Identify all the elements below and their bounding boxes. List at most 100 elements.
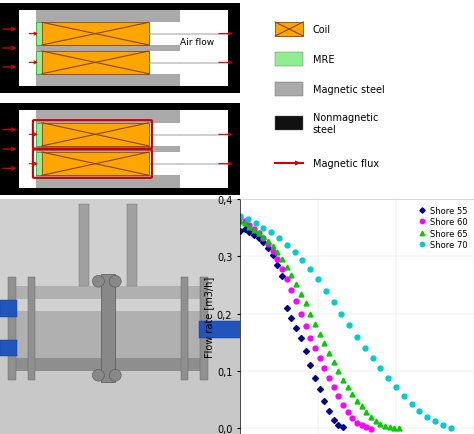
Bar — [36, 123, 180, 147]
Shore 65 — [373, 418, 379, 424]
Shore 60 — [331, 385, 337, 390]
Shore 55 — [279, 274, 285, 279]
Line: Shore 65: Shore 65 — [237, 219, 401, 430]
Shore 70 — [448, 425, 454, 431]
Shore 60 — [368, 426, 374, 431]
Shore 55 — [246, 230, 252, 235]
Shore 70 — [393, 385, 399, 390]
Shore 65 — [298, 291, 304, 296]
Shore 70 — [417, 408, 422, 414]
Shore 65 — [274, 250, 280, 255]
Shore 70 — [346, 323, 352, 328]
Shore 55 — [274, 263, 280, 268]
Shore 65 — [368, 414, 374, 419]
Shore 70 — [307, 267, 313, 272]
Shore 55 — [261, 240, 266, 245]
Bar — [275, 117, 303, 131]
Shore 60 — [270, 248, 275, 253]
Bar — [36, 52, 42, 75]
Shore 60 — [237, 215, 243, 220]
Shore 60 — [349, 415, 355, 421]
Line: Shore 70: Shore 70 — [237, 214, 453, 430]
Shore 65 — [326, 350, 332, 355]
Bar — [181, 277, 188, 380]
Shore 60 — [354, 420, 360, 425]
Shore 70 — [338, 311, 344, 316]
Shore 55 — [331, 417, 337, 422]
Bar — [27, 277, 35, 380]
Shore 65 — [382, 424, 388, 429]
Y-axis label: Flow rate [m3/h]: Flow rate [m3/h] — [204, 276, 214, 357]
Shore 70 — [424, 414, 430, 419]
Text: Magnetic flux: Magnetic flux — [312, 159, 379, 169]
Bar — [19, 11, 228, 87]
Shore 70 — [276, 236, 282, 241]
Line: Shore 55: Shore 55 — [238, 227, 345, 429]
Bar — [12, 286, 204, 371]
Shore 65 — [321, 341, 327, 346]
Circle shape — [109, 369, 121, 381]
Bar — [36, 153, 180, 176]
Shore 60 — [265, 242, 271, 247]
Shore 65 — [396, 425, 402, 431]
Bar — [180, 123, 228, 147]
Text: Coil: Coil — [312, 25, 331, 35]
Shore 70 — [378, 365, 383, 371]
Shore 55 — [242, 227, 247, 232]
Text: Nonmagnetic
steel: Nonmagnetic steel — [312, 113, 378, 135]
Bar — [36, 153, 42, 176]
Shore 70 — [409, 401, 414, 407]
Shore 65 — [317, 331, 322, 336]
Shore 70 — [292, 250, 298, 255]
Bar — [0, 300, 17, 317]
Legend: Shore 55, Shore 60, Shore 65, Shore 70: Shore 55, Shore 60, Shore 65, Shore 70 — [416, 204, 470, 252]
Shore 70 — [284, 243, 290, 248]
Shore 65 — [284, 264, 290, 270]
Shore 70 — [362, 345, 368, 351]
Shore 70 — [315, 277, 321, 282]
Shore 70 — [237, 214, 243, 219]
Shore 55 — [284, 306, 290, 311]
Shore 60 — [256, 231, 262, 237]
Shore 60 — [340, 403, 346, 408]
Shore 65 — [378, 421, 383, 426]
Bar — [36, 111, 180, 188]
Circle shape — [92, 369, 104, 381]
Shore 55 — [307, 363, 313, 368]
Shore 65 — [340, 377, 346, 382]
Bar — [127, 204, 137, 286]
Shore 65 — [359, 404, 365, 409]
Text: Air flow: Air flow — [180, 39, 214, 47]
Shore 70 — [440, 422, 446, 427]
Text: MRE: MRE — [312, 55, 334, 65]
Shore 60 — [289, 287, 294, 293]
Shore 60 — [298, 311, 304, 316]
Shore 65 — [354, 398, 360, 404]
Bar — [12, 188, 240, 196]
Bar — [0, 4, 19, 94]
Shore 55 — [317, 387, 322, 392]
Bar — [36, 11, 180, 87]
Shore 65 — [364, 410, 369, 415]
Bar — [180, 153, 228, 176]
Shore 65 — [331, 359, 337, 365]
Shore 70 — [300, 257, 305, 263]
Shore 65 — [251, 228, 257, 233]
Shore 60 — [307, 335, 313, 341]
Shore 60 — [303, 324, 309, 329]
Shore 55 — [251, 232, 257, 237]
Shore 55 — [256, 236, 262, 241]
Shore 55 — [312, 375, 318, 381]
Shore 60 — [242, 219, 247, 224]
Shore 60 — [284, 277, 290, 282]
Bar — [12, 104, 240, 111]
Bar — [0, 340, 17, 357]
Shore 65 — [336, 368, 341, 374]
Shore 60 — [321, 365, 327, 371]
Bar — [42, 123, 149, 147]
Shore 55 — [270, 253, 275, 258]
Shore 65 — [289, 273, 294, 278]
Bar — [12, 299, 204, 312]
Shore 70 — [253, 221, 258, 226]
Shore 65 — [246, 224, 252, 230]
